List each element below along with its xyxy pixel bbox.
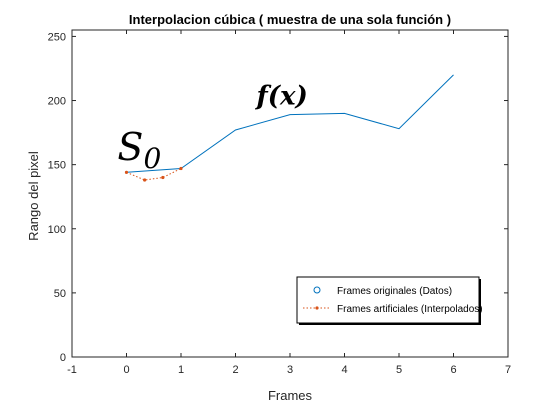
legend-label-original: Frames originales (Datos): [337, 286, 452, 297]
x-tick-label: 4: [341, 364, 347, 376]
y-tick-label: 100: [48, 224, 66, 236]
x-tick-label: 0: [123, 364, 129, 376]
x-tick-label: 5: [396, 364, 402, 376]
y-tick-label: 250: [48, 31, 66, 43]
chart-title: Interpolacion cúbica ( muestra de una so…: [129, 12, 451, 27]
y-tick-label: 150: [48, 160, 66, 172]
legend-label-interpolated: Frames artificiales (Interpolados): [337, 304, 483, 315]
legend-box: [296, 276, 480, 324]
data-point-interpolated: [161, 175, 165, 180]
y-axis-label: Rango del pixel: [26, 151, 41, 241]
x-tick-label: 3: [287, 364, 293, 376]
x-axis-ticks: -1 0 1 2 3 4 5 6 7: [67, 30, 511, 376]
y-tick-label: 0: [60, 352, 66, 364]
annotation-fx: f(x): [255, 82, 308, 112]
x-tick-label: -1: [67, 364, 77, 376]
series-line-interpolated: [126, 168, 182, 181]
data-point-interpolated: [179, 166, 183, 171]
legend-marker-original: [313, 286, 321, 294]
data-point-interpolated: [143, 178, 147, 182]
legend: Frames originales (Datos) Frames artifici…: [296, 276, 483, 325]
y-axis-ticks: 0 50 100 150 200 250: [48, 31, 508, 364]
data-point-interpolated: [124, 170, 129, 174]
x-tick-label: 6: [450, 364, 456, 376]
x-axis-label: Frames: [268, 388, 313, 403]
x-tick-label: 1: [178, 364, 184, 376]
y-tick-label: 200: [48, 96, 66, 108]
x-tick-label: 2: [232, 364, 238, 376]
x-tick-label: 7: [505, 364, 511, 376]
y-tick-label: 50: [54, 288, 66, 300]
annotation-s0-subscript: 0: [143, 142, 161, 175]
annotation-layer: S0f(x): [117, 82, 307, 175]
series-layer: [124, 74, 454, 182]
legend-marker-interpolated: [315, 306, 319, 310]
